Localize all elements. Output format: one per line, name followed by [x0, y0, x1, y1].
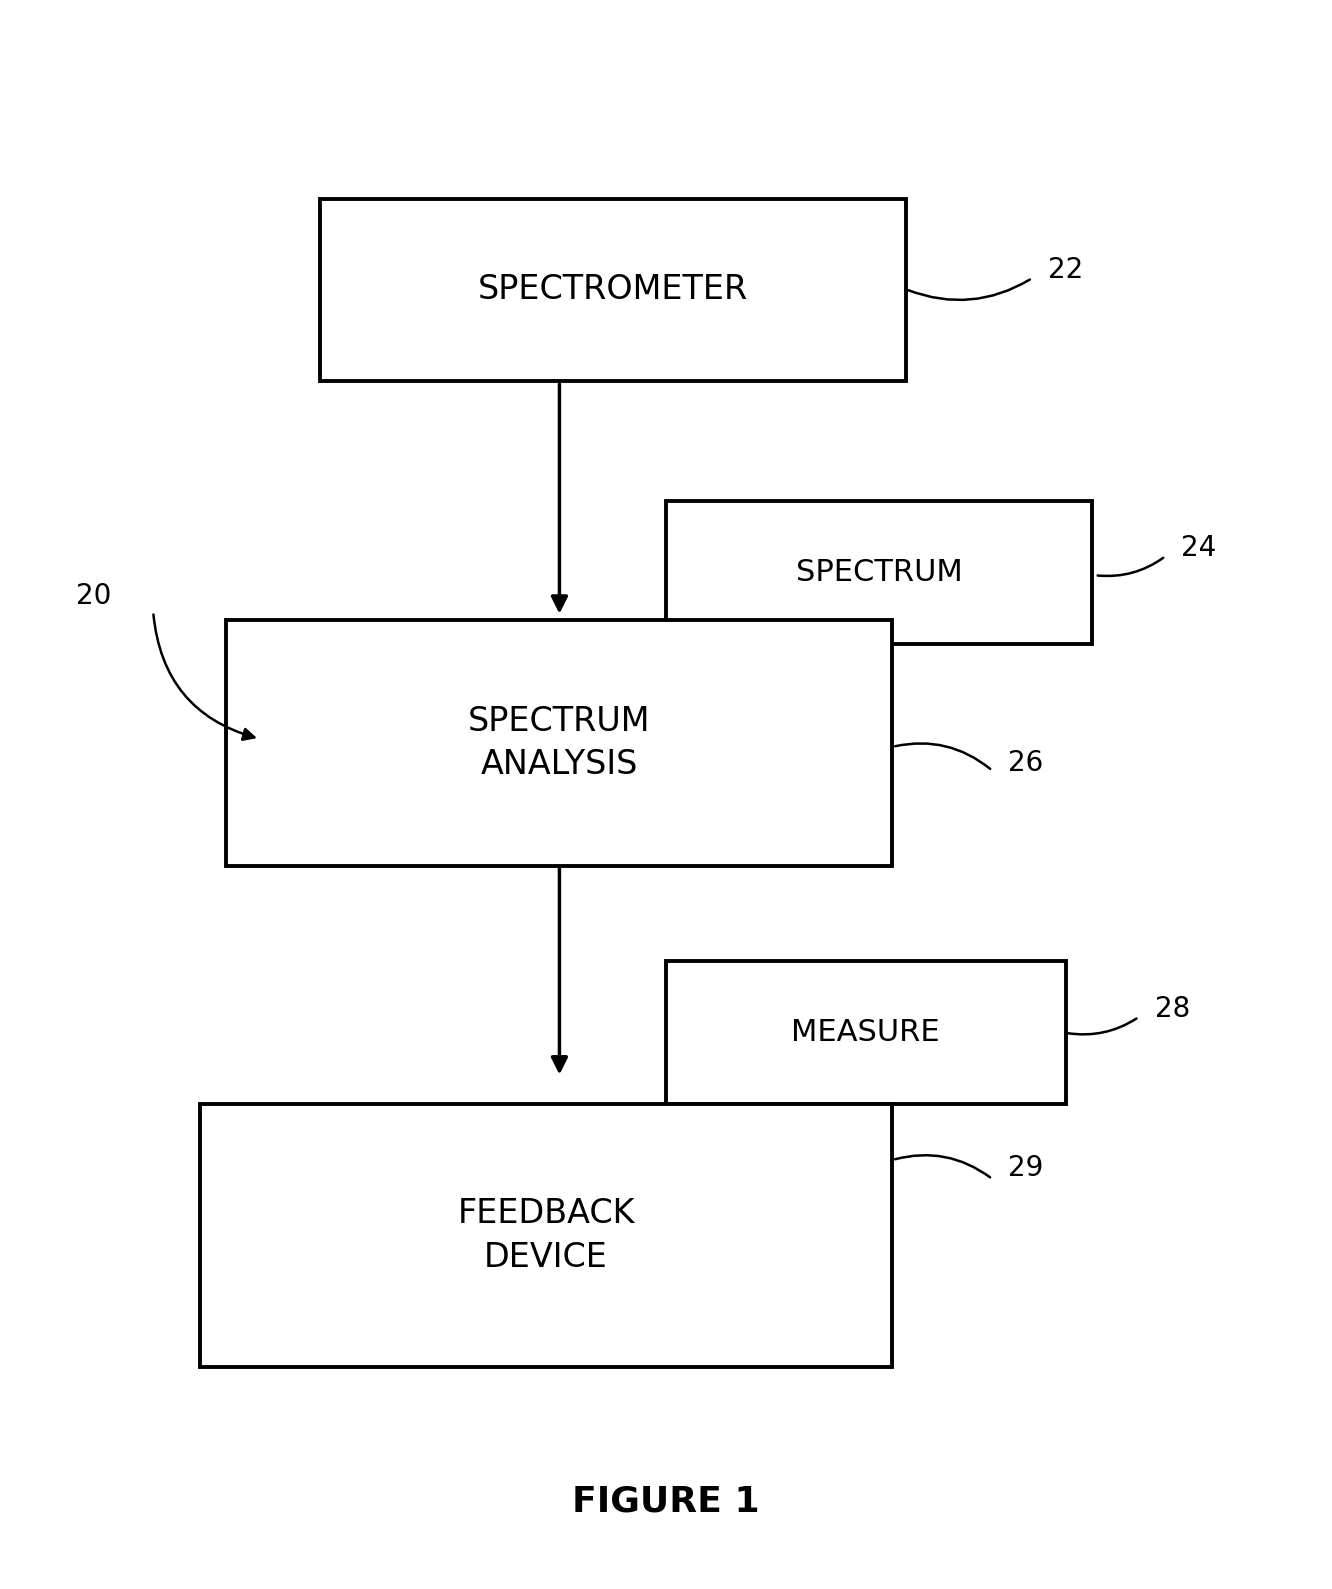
Text: 24: 24: [1181, 534, 1216, 563]
FancyArrowPatch shape: [1098, 558, 1163, 575]
Text: FIGURE 1: FIGURE 1: [573, 1484, 759, 1519]
FancyArrowPatch shape: [1068, 1019, 1136, 1034]
FancyBboxPatch shape: [666, 501, 1092, 644]
FancyBboxPatch shape: [666, 961, 1066, 1104]
FancyArrowPatch shape: [153, 615, 254, 740]
FancyBboxPatch shape: [226, 620, 892, 866]
FancyArrowPatch shape: [895, 744, 990, 769]
FancyBboxPatch shape: [200, 1104, 892, 1367]
FancyBboxPatch shape: [320, 199, 906, 381]
Text: SPECTROMETER: SPECTROMETER: [478, 273, 747, 307]
Text: FEEDBACK
DEVICE: FEEDBACK DEVICE: [457, 1197, 635, 1274]
Text: SPECTRUM: SPECTRUM: [795, 558, 963, 586]
FancyArrowPatch shape: [908, 280, 1030, 300]
Text: MEASURE: MEASURE: [791, 1019, 940, 1047]
Text: 22: 22: [1048, 256, 1083, 284]
Text: 28: 28: [1155, 995, 1189, 1023]
Text: 29: 29: [1008, 1154, 1043, 1182]
Text: 26: 26: [1008, 748, 1043, 777]
Text: 20: 20: [76, 582, 111, 610]
Text: SPECTRUM
ANALYSIS: SPECTRUM ANALYSIS: [468, 704, 651, 782]
FancyArrowPatch shape: [895, 1155, 990, 1177]
